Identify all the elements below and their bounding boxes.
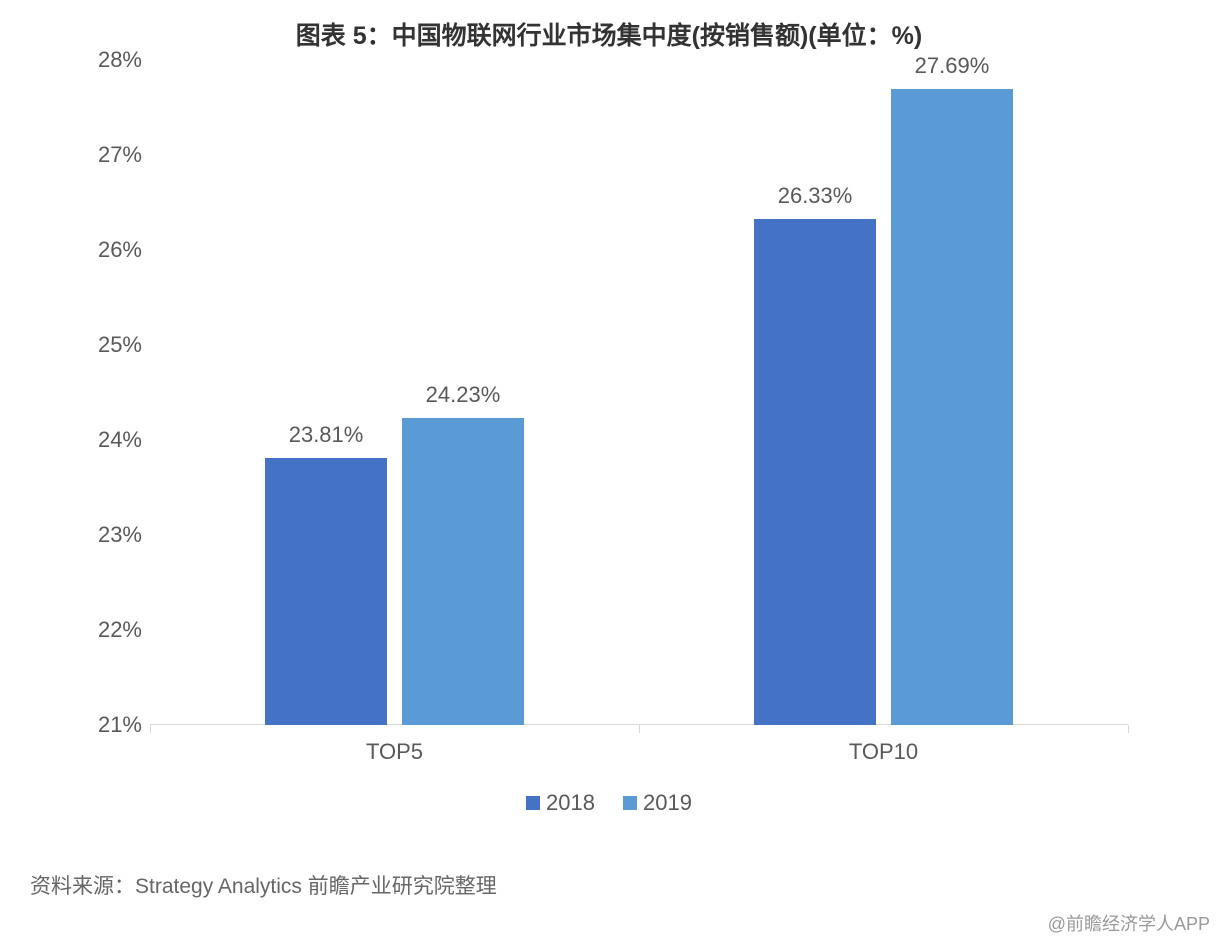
bar: [754, 219, 876, 725]
y-tick-label: 26%: [98, 237, 142, 263]
x-tick-mark: [150, 725, 151, 733]
y-tick-label: 24%: [98, 427, 142, 453]
legend-item: 2019: [623, 790, 692, 816]
y-tick-label: 23%: [98, 522, 142, 548]
plot-area: TOP5TOP1023.81%24.23%26.33%27.69%: [150, 60, 1128, 725]
chart-title: 图表 5：中国物联网行业市场集中度(按销售额)(单位：%): [0, 0, 1218, 60]
legend-swatch: [526, 796, 540, 810]
bar: [265, 458, 387, 725]
x-tick-mark: [639, 725, 640, 733]
legend: 2018 2019: [0, 790, 1218, 816]
bar-value-label: 24.23%: [426, 382, 501, 408]
x-tick-mark: [1128, 725, 1129, 733]
bar-value-label: 23.81%: [289, 422, 364, 448]
chart-area: TOP5TOP1023.81%24.23%26.33%27.69% 21%22%…: [60, 60, 1158, 725]
y-tick-label: 27%: [98, 142, 142, 168]
x-tick-label: TOP10: [849, 725, 918, 765]
legend-swatch: [623, 796, 637, 810]
bar-value-label: 26.33%: [778, 183, 853, 209]
y-tick-label: 22%: [98, 617, 142, 643]
y-tick-label: 21%: [98, 712, 142, 738]
legend-item: 2018: [526, 790, 595, 816]
y-tick-label: 28%: [98, 47, 142, 73]
legend-label: 2019: [643, 790, 692, 816]
x-tick-label: TOP5: [366, 725, 423, 765]
bar: [402, 418, 524, 725]
attribution-text: @前瞻经济学人APP: [1048, 910, 1210, 936]
bar-value-label: 27.69%: [915, 53, 990, 79]
legend-label: 2018: [546, 790, 595, 816]
source-text: 资料来源：Strategy Analytics 前瞻产业研究院整理: [30, 870, 497, 900]
bar: [891, 89, 1013, 725]
y-tick-label: 25%: [98, 332, 142, 358]
